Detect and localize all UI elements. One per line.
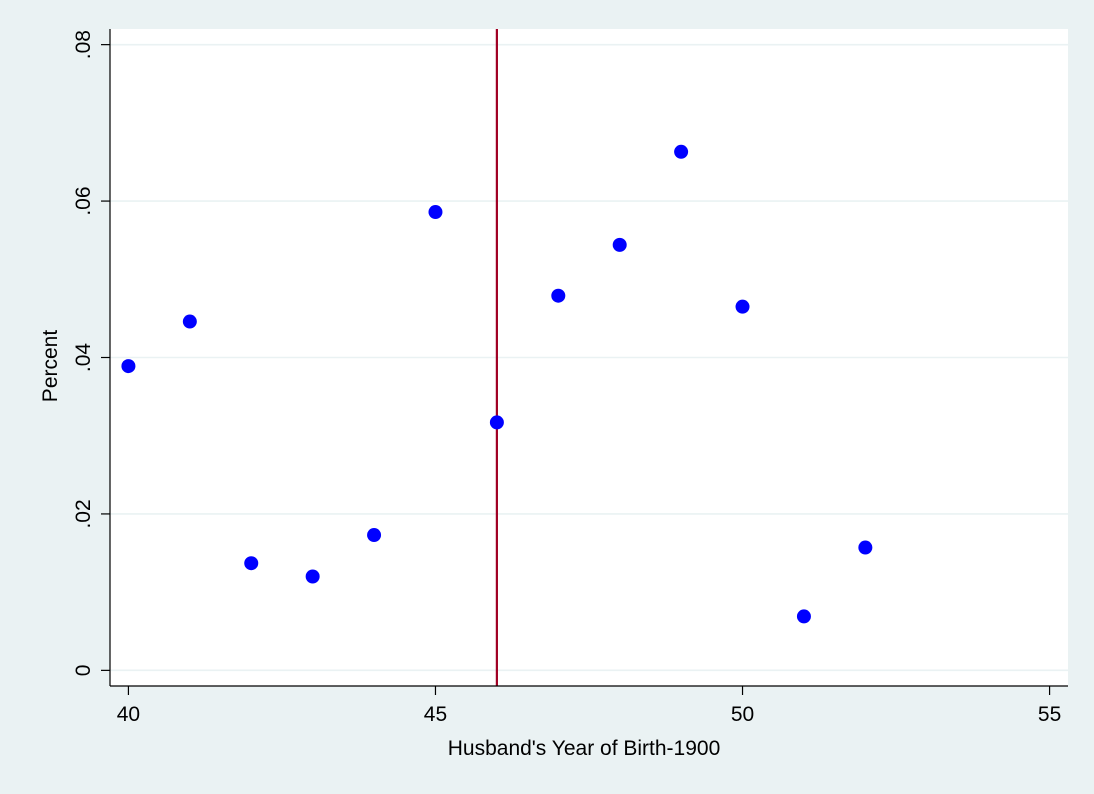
x-tick-label: 45: [424, 703, 447, 726]
data-point: [489, 415, 504, 430]
data-point: [858, 540, 873, 555]
data-point: [551, 288, 566, 303]
data-point: [796, 609, 811, 624]
x-axis-label: Husband's Year of Birth-1900: [448, 737, 721, 760]
axes: 0 .02 .04 .06 .08 40 45 50 55: [72, 29, 1068, 726]
data-point: [121, 359, 136, 374]
data-point: [612, 237, 627, 252]
y-tick-label: .02: [72, 499, 95, 528]
gridlines: [110, 43, 1068, 672]
data-point: [244, 556, 259, 571]
data-point: [735, 299, 750, 314]
data-point: [305, 569, 320, 584]
x-tick-label: 40: [117, 703, 140, 726]
y-tick-label: .08: [72, 30, 95, 59]
y-tick-label: 0: [72, 665, 95, 677]
x-tick-label: 55: [1038, 703, 1061, 726]
y-tick-label: .04: [72, 343, 95, 373]
data-point: [367, 528, 382, 543]
y-axis-label: Percent: [39, 330, 62, 403]
data-point: [182, 314, 197, 329]
y-tick-label: .06: [72, 186, 95, 215]
data-points: [121, 144, 873, 624]
data-point: [428, 205, 443, 220]
x-tick-label: 50: [731, 703, 754, 726]
data-point: [674, 144, 689, 159]
